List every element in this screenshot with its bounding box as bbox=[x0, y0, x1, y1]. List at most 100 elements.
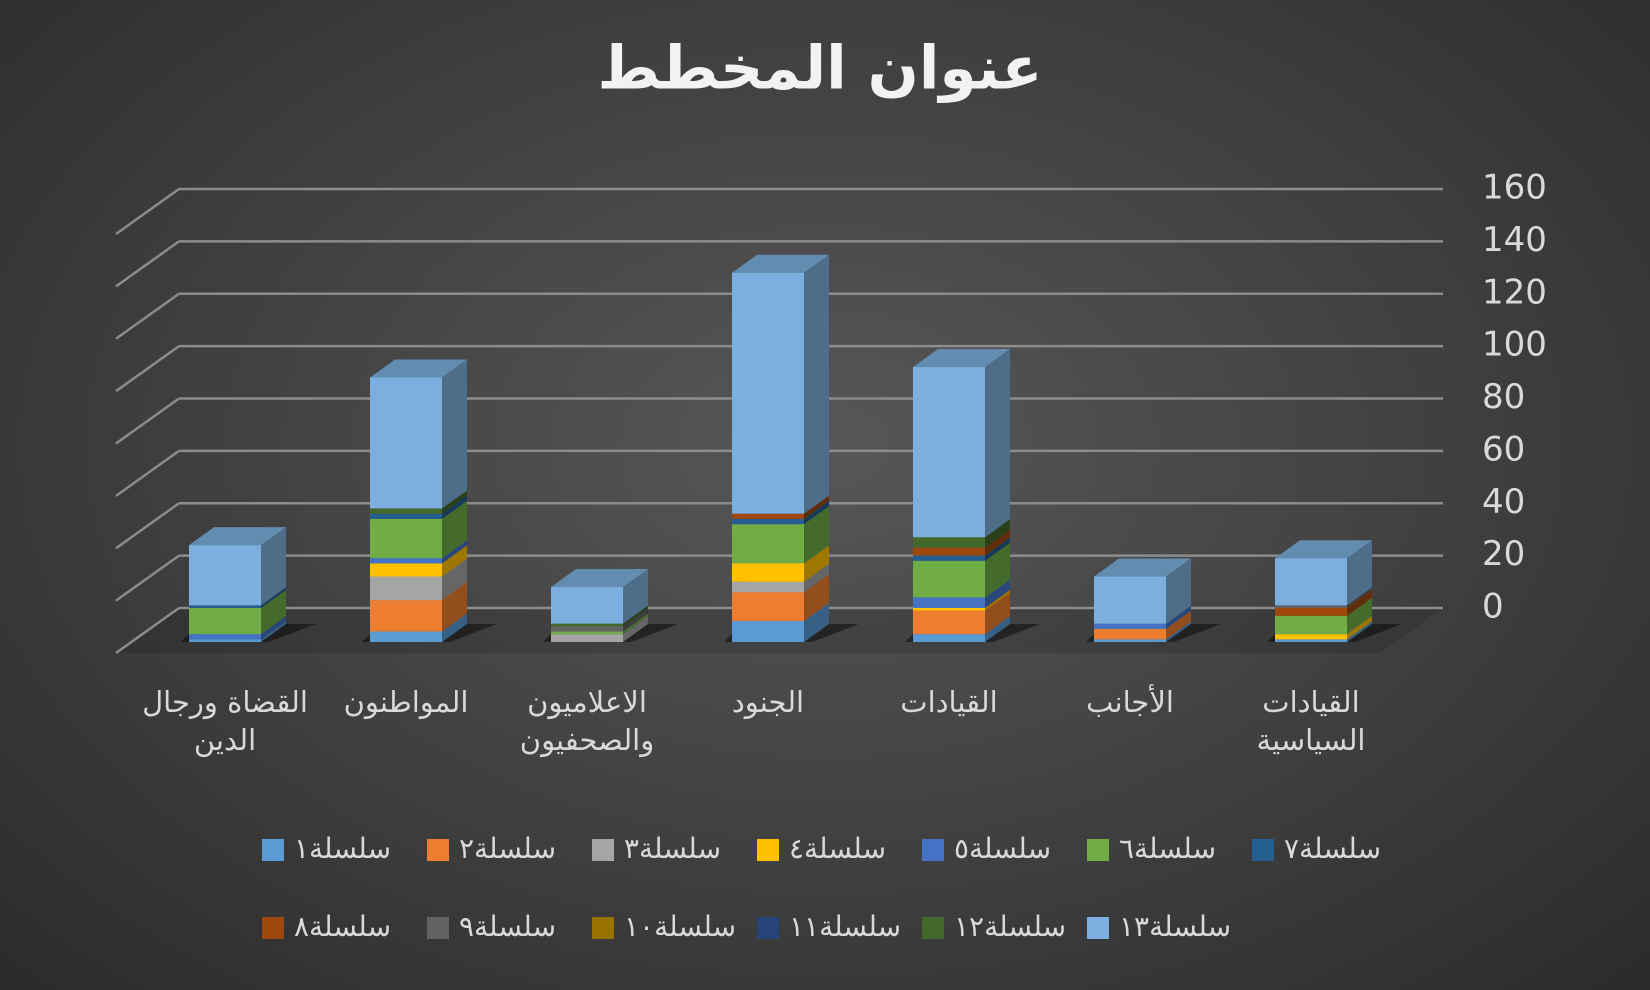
bar-side bbox=[261, 587, 286, 608]
bar-top bbox=[732, 254, 829, 273]
bar-side bbox=[1347, 621, 1372, 642]
bar-side bbox=[1347, 540, 1372, 606]
legend-label: سلسلة١٢ bbox=[954, 910, 1066, 943]
bar bbox=[913, 634, 985, 642]
bar bbox=[189, 607, 261, 635]
legend-swatch bbox=[592, 917, 614, 939]
bar bbox=[551, 623, 623, 627]
bar-side bbox=[623, 616, 648, 642]
bar-side bbox=[261, 527, 286, 606]
x-tick-label: القضاة ورجال الدين bbox=[142, 685, 308, 757]
bar bbox=[1094, 623, 1166, 629]
bar-side bbox=[985, 537, 1010, 561]
grid-line-depth bbox=[115, 345, 180, 393]
grid-line-depth bbox=[115, 554, 180, 602]
grid-line-depth bbox=[115, 187, 180, 236]
legend-label: سلسلة٨ bbox=[294, 910, 391, 943]
bar-side bbox=[1166, 558, 1191, 624]
bar-top bbox=[1275, 540, 1372, 559]
legend-swatch bbox=[757, 917, 779, 939]
bar-side bbox=[985, 592, 1010, 635]
bar bbox=[1275, 615, 1347, 635]
bar-side bbox=[442, 582, 467, 632]
y-tick-label: 20 bbox=[1482, 534, 1525, 574]
legend-label: سلسلة٣ bbox=[624, 832, 721, 865]
bar-side bbox=[442, 558, 467, 601]
bar bbox=[551, 634, 623, 642]
bar-top bbox=[913, 349, 1010, 368]
bar bbox=[1094, 576, 1166, 624]
bar bbox=[370, 518, 442, 559]
bar bbox=[913, 555, 985, 561]
bar bbox=[732, 524, 804, 564]
bar bbox=[1275, 607, 1347, 616]
y-tick-label: 160 bbox=[1482, 168, 1547, 208]
bar-side bbox=[442, 359, 467, 509]
bar bbox=[1275, 558, 1347, 606]
bar bbox=[189, 634, 261, 640]
bar bbox=[370, 513, 442, 519]
legend-swatch bbox=[427, 839, 449, 861]
bar-side bbox=[261, 621, 286, 642]
bar-side bbox=[1347, 616, 1372, 640]
bar bbox=[370, 631, 442, 642]
bar bbox=[1275, 634, 1347, 640]
bar bbox=[189, 545, 261, 606]
bar-side bbox=[623, 613, 648, 635]
bar-side bbox=[804, 563, 829, 593]
bar-side bbox=[985, 616, 1010, 642]
x-tick-label: الاعلاميون والصحفيون bbox=[519, 685, 655, 757]
legend-swatch bbox=[592, 839, 614, 861]
bar-top bbox=[370, 359, 467, 378]
bar-side bbox=[985, 589, 1010, 611]
bar-side bbox=[261, 589, 286, 635]
bar-side bbox=[442, 613, 467, 642]
bar-top bbox=[189, 527, 286, 546]
chart-title: عنوان المخطط bbox=[597, 34, 1042, 104]
legend-swatch bbox=[427, 917, 449, 939]
bar-side bbox=[804, 545, 829, 582]
bar bbox=[732, 518, 804, 525]
bar-side bbox=[985, 542, 1010, 598]
bar bbox=[732, 272, 804, 514]
bar-top bbox=[1094, 558, 1191, 577]
y-tick-label: 40 bbox=[1482, 482, 1525, 522]
bar bbox=[370, 508, 442, 514]
y-tick-label: 80 bbox=[1482, 377, 1525, 417]
y-tick-label: 100 bbox=[1482, 325, 1547, 365]
bar-side bbox=[985, 349, 1010, 538]
bar bbox=[913, 607, 985, 611]
grid-line-depth bbox=[115, 292, 180, 340]
bar bbox=[189, 639, 261, 642]
bar bbox=[913, 610, 985, 635]
bar bbox=[189, 605, 261, 608]
legend-swatch bbox=[757, 839, 779, 861]
bar-side bbox=[985, 529, 1010, 556]
bar bbox=[1094, 639, 1166, 642]
bar bbox=[370, 558, 442, 564]
y-tick-label: 0 bbox=[1482, 587, 1504, 627]
grid-line-depth bbox=[115, 502, 180, 550]
bar-side bbox=[442, 495, 467, 519]
legend-label: سلسلة١٣ bbox=[1119, 910, 1231, 943]
bar-side bbox=[442, 545, 467, 577]
legend-swatch bbox=[1087, 917, 1109, 939]
legend-swatch bbox=[262, 917, 284, 939]
bar bbox=[551, 631, 623, 635]
bar-side bbox=[804, 500, 829, 525]
y-tick-label: 120 bbox=[1482, 272, 1547, 312]
bar bbox=[370, 576, 442, 601]
bar-side bbox=[985, 519, 1010, 548]
bar-side bbox=[442, 490, 467, 514]
bar-side bbox=[1347, 587, 1372, 608]
grid-line-depth bbox=[115, 240, 180, 288]
legend-label: سلسلة٤ bbox=[789, 832, 886, 865]
grid-line-depth bbox=[115, 449, 180, 497]
bar bbox=[913, 560, 985, 598]
x-tick-label: الأجانب bbox=[1086, 685, 1174, 719]
bar-side bbox=[1166, 605, 1191, 629]
bar-side bbox=[623, 569, 648, 624]
legend-label: سلسلة١ bbox=[294, 832, 391, 865]
legend-swatch bbox=[262, 839, 284, 861]
bar-side bbox=[804, 506, 829, 564]
